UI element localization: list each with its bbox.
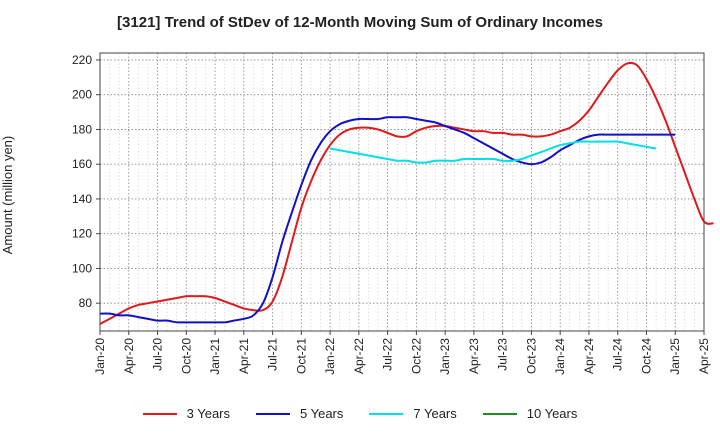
legend-swatch — [482, 412, 517, 415]
x-axis-ticks: Jan-20 Apr-20 Jul-20 Oct-20 Jan-21 Apr-21 Jul-… — [93, 331, 711, 375]
grid-lines — [100, 53, 704, 331]
y-tick-label: 120 — [72, 227, 92, 241]
legend-item: 10 Years — [482, 406, 578, 421]
y-tick-label: 180 — [72, 122, 92, 136]
y-tick-label: 200 — [72, 88, 92, 102]
x-tick-label: Jul-24 — [611, 338, 625, 371]
x-tick-label: Apr-25 — [697, 338, 711, 374]
series-line-3-years — [99, 61, 714, 325]
legend: 3 Years 5 Years 7 Years 10 Years — [0, 406, 720, 421]
x-tick-label: Oct-23 — [524, 338, 538, 374]
legend-label: 3 Years — [186, 406, 230, 421]
x-tick-label: Apr-21 — [237, 338, 251, 374]
plot-frame — [99, 52, 705, 332]
legend-swatch — [256, 412, 290, 415]
legend-swatch — [369, 412, 404, 415]
x-tick-label: Jul-20 — [151, 338, 165, 371]
series-line-5-years — [99, 116, 676, 324]
x-tick-label: Jul-22 — [381, 338, 395, 371]
x-tick-label: Jul-21 — [266, 338, 280, 371]
series-lines — [99, 61, 714, 325]
legend-item: 7 Years — [369, 406, 457, 421]
legend-item: 3 Years — [142, 406, 230, 421]
y-tick-label: 140 — [72, 192, 92, 206]
series-line-7-years — [329, 140, 657, 164]
x-tick-label: Apr-23 — [467, 338, 481, 374]
x-tick-label: Jan-21 — [208, 338, 222, 375]
y-tick-label: 80 — [79, 296, 93, 310]
x-tick-label: Apr-22 — [352, 338, 366, 374]
legend-label: 5 Years — [300, 406, 344, 421]
legend-label: 10 Years — [526, 406, 578, 421]
y-axis-ticks: 80 100 120 140 160 180 200 220 — [72, 53, 100, 310]
line-chart: 80 100 120 140 160 180 200 220 Jan-20 Apr-20 Jul-… — [72, 52, 714, 375]
legend-item: 5 Years — [256, 406, 343, 421]
x-tick-label: Jan-23 — [438, 338, 452, 375]
y-tick-label: 100 — [72, 261, 92, 275]
chart-title: [3121] Trend of StDev of 12-Month Moving… — [117, 14, 603, 31]
x-tick-label: Apr-24 — [582, 338, 596, 374]
x-tick-label: Jan-25 — [668, 338, 682, 375]
legend-swatch — [142, 412, 177, 415]
x-tick-label: Oct-21 — [294, 338, 308, 374]
x-tick-label: Jul-23 — [496, 338, 510, 371]
legend-label: 7 Years — [413, 406, 457, 421]
y-tick-label: 220 — [72, 53, 92, 67]
x-tick-label: Apr-20 — [122, 338, 136, 374]
x-tick-label: Oct-24 — [639, 338, 653, 374]
x-tick-label: Jan-24 — [553, 338, 567, 375]
x-tick-label: Oct-20 — [179, 338, 193, 374]
y-tick-label: 160 — [72, 157, 92, 171]
x-tick-label: Oct-22 — [409, 338, 423, 374]
x-tick-label: Jan-22 — [323, 338, 337, 375]
x-tick-label: Jan-20 — [93, 338, 107, 375]
